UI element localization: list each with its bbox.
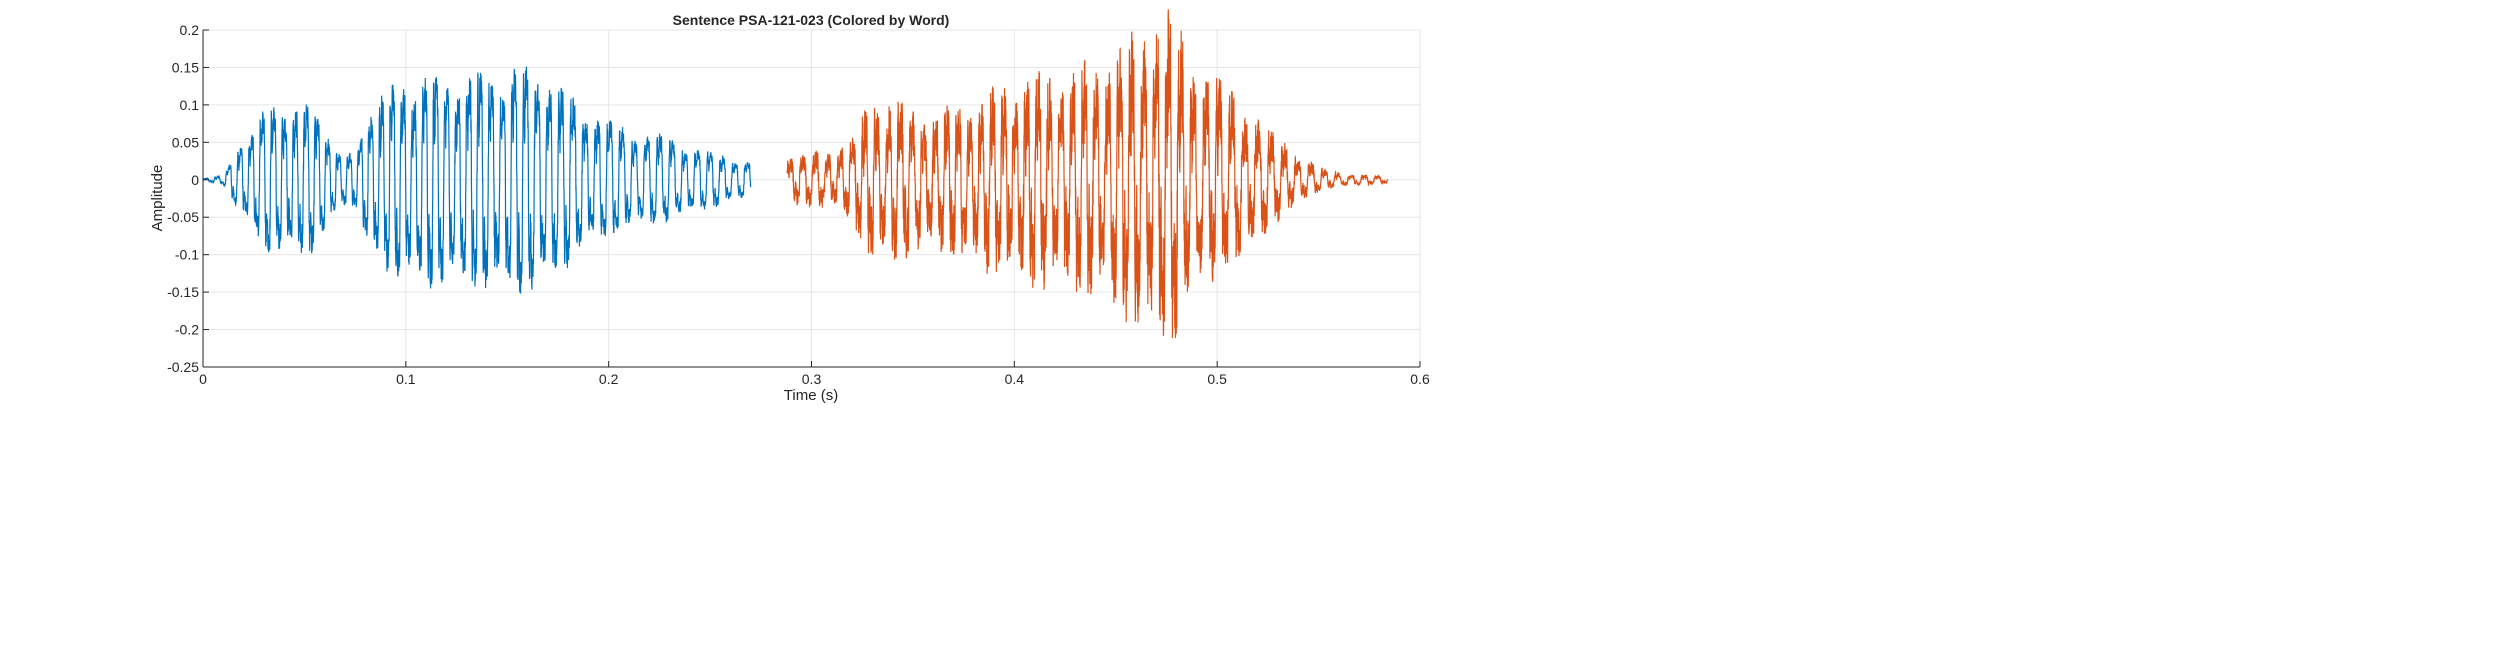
y-tick-label: -0.15 bbox=[167, 284, 199, 300]
series-line-word-1 bbox=[202, 66, 752, 294]
x-axis-label: Time (s) bbox=[784, 387, 838, 404]
series-line-word-2 bbox=[786, 9, 1389, 339]
x-tick-label: 0.4 bbox=[1005, 371, 1025, 387]
y-tick-label: -0.05 bbox=[167, 209, 199, 225]
ticks: 0 0.1 0.2 0.3 0.4 0.5 0.6 0.2 0.15 0.1 0.05 0 -0.05 -… bbox=[167, 22, 1430, 387]
y-tick-label: -0.2 bbox=[175, 322, 199, 338]
chart-title: Sentence PSA-121-023 (Colored by Word) bbox=[673, 12, 950, 28]
x-tick-label: 0.1 bbox=[396, 371, 416, 387]
y-axis-label: Amplitude bbox=[149, 165, 166, 232]
x-tick-label: 0.3 bbox=[802, 371, 822, 387]
y-tick-label: 0 bbox=[191, 172, 199, 188]
y-tick-label: 0.1 bbox=[180, 97, 200, 113]
y-tick-label: 0.2 bbox=[180, 22, 200, 38]
x-tick-label: 0.2 bbox=[599, 371, 619, 387]
y-tick-label: 0.05 bbox=[172, 134, 199, 150]
x-tick-label: 0.5 bbox=[1207, 371, 1227, 387]
plot-area bbox=[202, 9, 1389, 339]
x-tick-label: 0 bbox=[199, 371, 207, 387]
y-tick-label: 0.15 bbox=[172, 59, 199, 75]
y-tick-label: -0.1 bbox=[175, 247, 199, 263]
x-tick-label: 0.6 bbox=[1410, 371, 1430, 387]
y-tick-label: -0.25 bbox=[167, 359, 199, 375]
